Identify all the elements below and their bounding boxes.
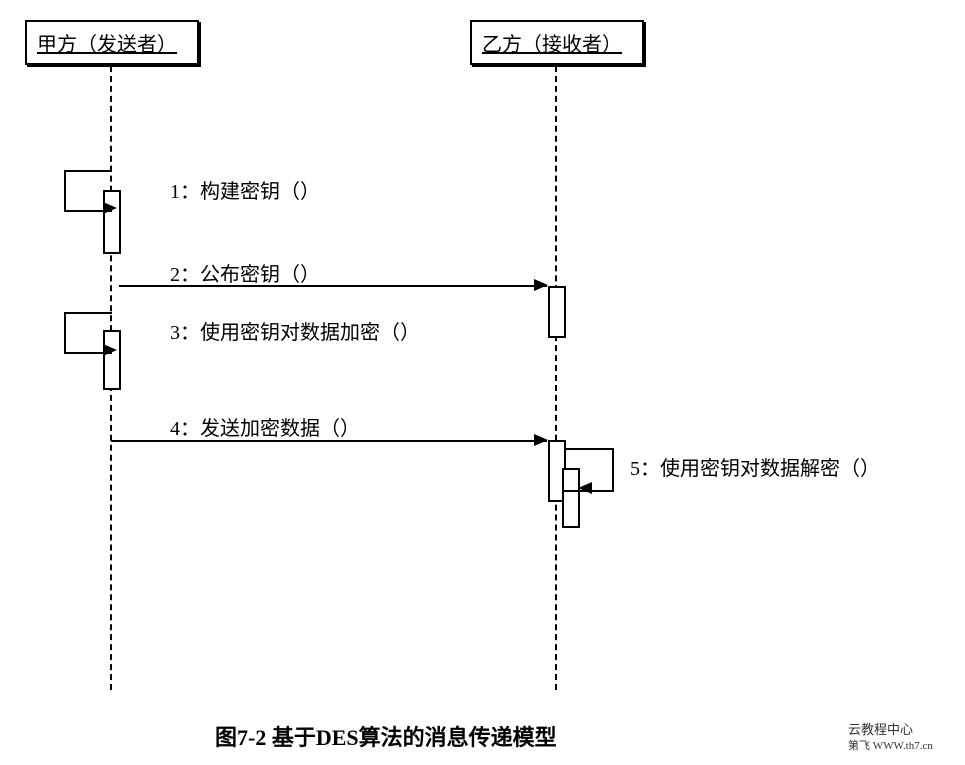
msg-5-label: 5：使用密钥对数据解密（）	[630, 452, 880, 481]
msg-1-label: 1：构建密钥（）	[170, 175, 320, 204]
sequence-diagram: 甲方（发送者） 乙方（接收者） 1：构建密钥（） 2：公布密钥（） 3：使用密钥…	[0, 0, 965, 765]
msg-1-arrowhead	[103, 202, 117, 214]
footer-line1: 云教程中心	[848, 722, 933, 739]
msg-3-arrowhead	[103, 344, 117, 356]
footer-line2: 第飞 WWW.th7.cn	[848, 739, 933, 753]
msg-4-arrowhead	[534, 434, 548, 446]
lifeline-receiver	[555, 66, 557, 690]
activation-receiver-1	[548, 286, 566, 338]
msg-3-label: 3：使用密钥对数据加密（）	[170, 316, 420, 345]
participant-receiver-box: 乙方（接收者）	[470, 20, 644, 65]
participant-sender-label: 甲方（发送者）	[37, 34, 177, 56]
figure-caption: 图7-2 基于DES算法的消息传递模型	[215, 720, 557, 752]
participant-sender-box: 甲方（发送者）	[25, 20, 199, 65]
msg-2-arrowhead	[534, 279, 548, 291]
msg-5-arrowhead	[578, 482, 592, 494]
msg-2-label: 2：公布密钥（）	[170, 258, 320, 287]
msg-4-label: 4：发送加密数据（）	[170, 412, 360, 441]
source-footer: 云教程中心 第飞 WWW.th7.cn	[848, 722, 933, 753]
participant-receiver-label: 乙方（接收者）	[482, 34, 622, 56]
